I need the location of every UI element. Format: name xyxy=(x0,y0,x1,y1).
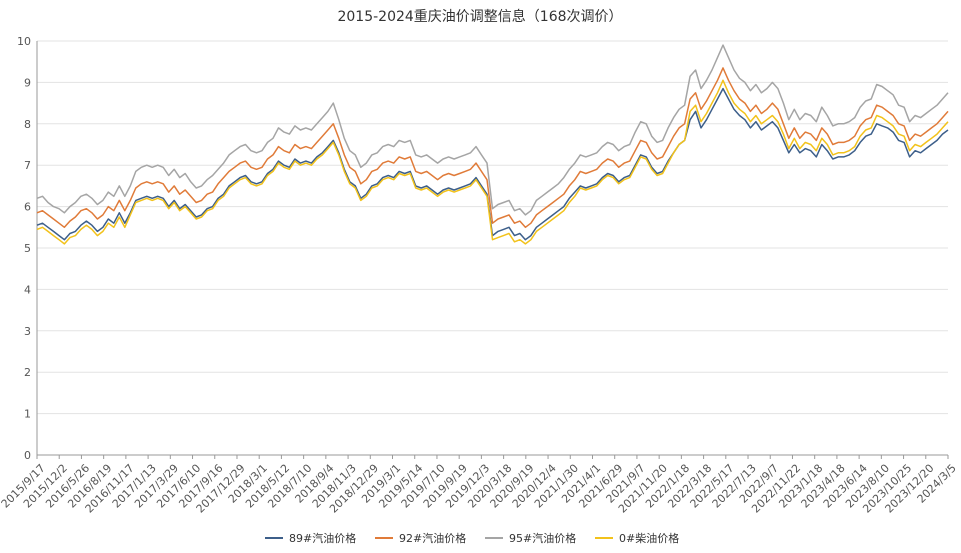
legend-label: 95#汽油价格 xyxy=(509,531,576,545)
series-line-4 xyxy=(36,79,949,245)
y-tick-label: 7 xyxy=(24,159,31,172)
series-line-3 xyxy=(36,44,949,216)
grid-lines xyxy=(37,40,948,415)
x-axis: 2015/9/172015/12/22016/5/262016/8/192016… xyxy=(0,454,959,516)
y-axis: 0 1 2 3 4 5 6 7 8 9 10 xyxy=(17,35,38,462)
legend-item-1[interactable]: 89#汽油价格 xyxy=(265,531,356,545)
y-tick-label: 9 xyxy=(24,76,31,89)
series-line-2 xyxy=(36,67,949,229)
legend-item-4[interactable]: 0#柴油价格 xyxy=(595,531,679,545)
legend-label: 92#汽油价格 xyxy=(399,531,466,545)
series-line-1 xyxy=(36,87,949,241)
y-tick-label: 8 xyxy=(24,118,31,131)
y-tick-label: 4 xyxy=(24,283,31,296)
legend-label: 89#汽油价格 xyxy=(289,531,356,545)
series-lines xyxy=(36,44,949,245)
legend-item-2[interactable]: 92#汽油价格 xyxy=(375,531,466,545)
y-tick-label: 6 xyxy=(24,201,31,214)
legend[interactable]: 89#汽油价格 92#汽油价格 95#汽油价格 0#柴油价格 xyxy=(265,531,679,545)
y-tick-label: 2 xyxy=(24,366,31,379)
y-tick-label: 5 xyxy=(24,242,31,255)
y-tick-label: 0 xyxy=(24,449,31,462)
y-tick-label: 10 xyxy=(17,35,31,48)
y-tick-label: 3 xyxy=(24,325,31,338)
chart-title: 2015-2024重庆油价调整信息（168次调价） xyxy=(337,8,622,25)
legend-label: 0#柴油价格 xyxy=(619,531,679,545)
y-tick-label: 1 xyxy=(24,408,31,421)
legend-item-3[interactable]: 95#汽油价格 xyxy=(485,531,576,545)
